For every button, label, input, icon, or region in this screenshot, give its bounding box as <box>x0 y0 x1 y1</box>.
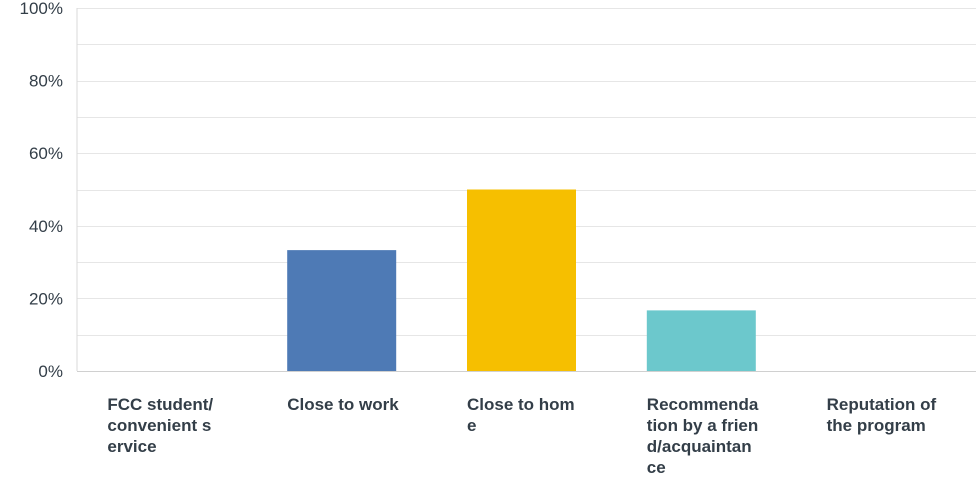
y-tick-label: 100% <box>20 0 63 18</box>
bar <box>646 310 756 371</box>
y-tick-label: 20% <box>29 289 63 308</box>
bar <box>287 250 397 371</box>
y-tick-labels: 0% 20% 40% 60% 80% 100% <box>20 0 63 381</box>
x-tick-label: Close to work <box>287 395 399 414</box>
y-tick-label: 80% <box>29 72 63 91</box>
bar <box>467 189 576 371</box>
x-tick-label: Close to home <box>467 395 575 435</box>
x-tick-label: Reputation of the program <box>826 395 937 435</box>
y-tick-label: 40% <box>29 217 63 236</box>
y-tick-label: 60% <box>29 144 63 163</box>
y-tick-label: 0% <box>38 362 63 381</box>
x-tick-label: FCC student/convenient service <box>107 395 214 456</box>
bars <box>287 189 756 371</box>
x-tick-label: Recommendation by a friend/acquaintance <box>646 395 759 477</box>
